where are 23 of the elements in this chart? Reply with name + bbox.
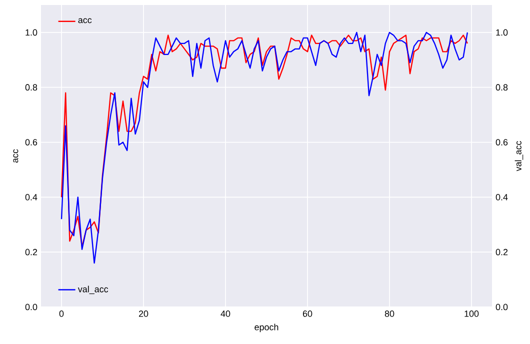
x-tick-label: 60	[302, 310, 312, 317]
x-tick-label: 40	[220, 310, 230, 317]
y2-tick-label: 0.2	[496, 248, 508, 256]
y2-tick-label: 0.4	[496, 194, 508, 200]
y-tick-label: 0.8	[25, 84, 38, 91]
y2-tick-label: 1.0	[496, 29, 508, 36]
x-tick-label: 80	[384, 310, 394, 317]
y-tick-label: 0.0	[25, 304, 38, 310]
y2-axis-title: val_acc	[514, 141, 524, 172]
y-tick-label: 0.2	[25, 248, 38, 256]
x-tick-label: 0	[59, 310, 64, 317]
legend-label: val_acc	[78, 286, 108, 294]
y2-tick-label: 0.0	[496, 304, 508, 310]
y2-tick-label: 0.8	[496, 84, 508, 91]
x-axis-title: epoch	[254, 324, 278, 332]
x-tick-label: 100	[464, 310, 479, 317]
y2-tick-label: 0.6	[496, 139, 508, 146]
y-axis-title: acc	[13, 149, 18, 163]
y-tick-label: 1.0	[26, 29, 38, 36]
y-tick-label: 0.6	[25, 139, 38, 146]
legend-label: acc	[78, 18, 92, 24]
x-tick-label: 20	[138, 310, 148, 317]
y-tick-label: 0.4	[25, 194, 38, 200]
